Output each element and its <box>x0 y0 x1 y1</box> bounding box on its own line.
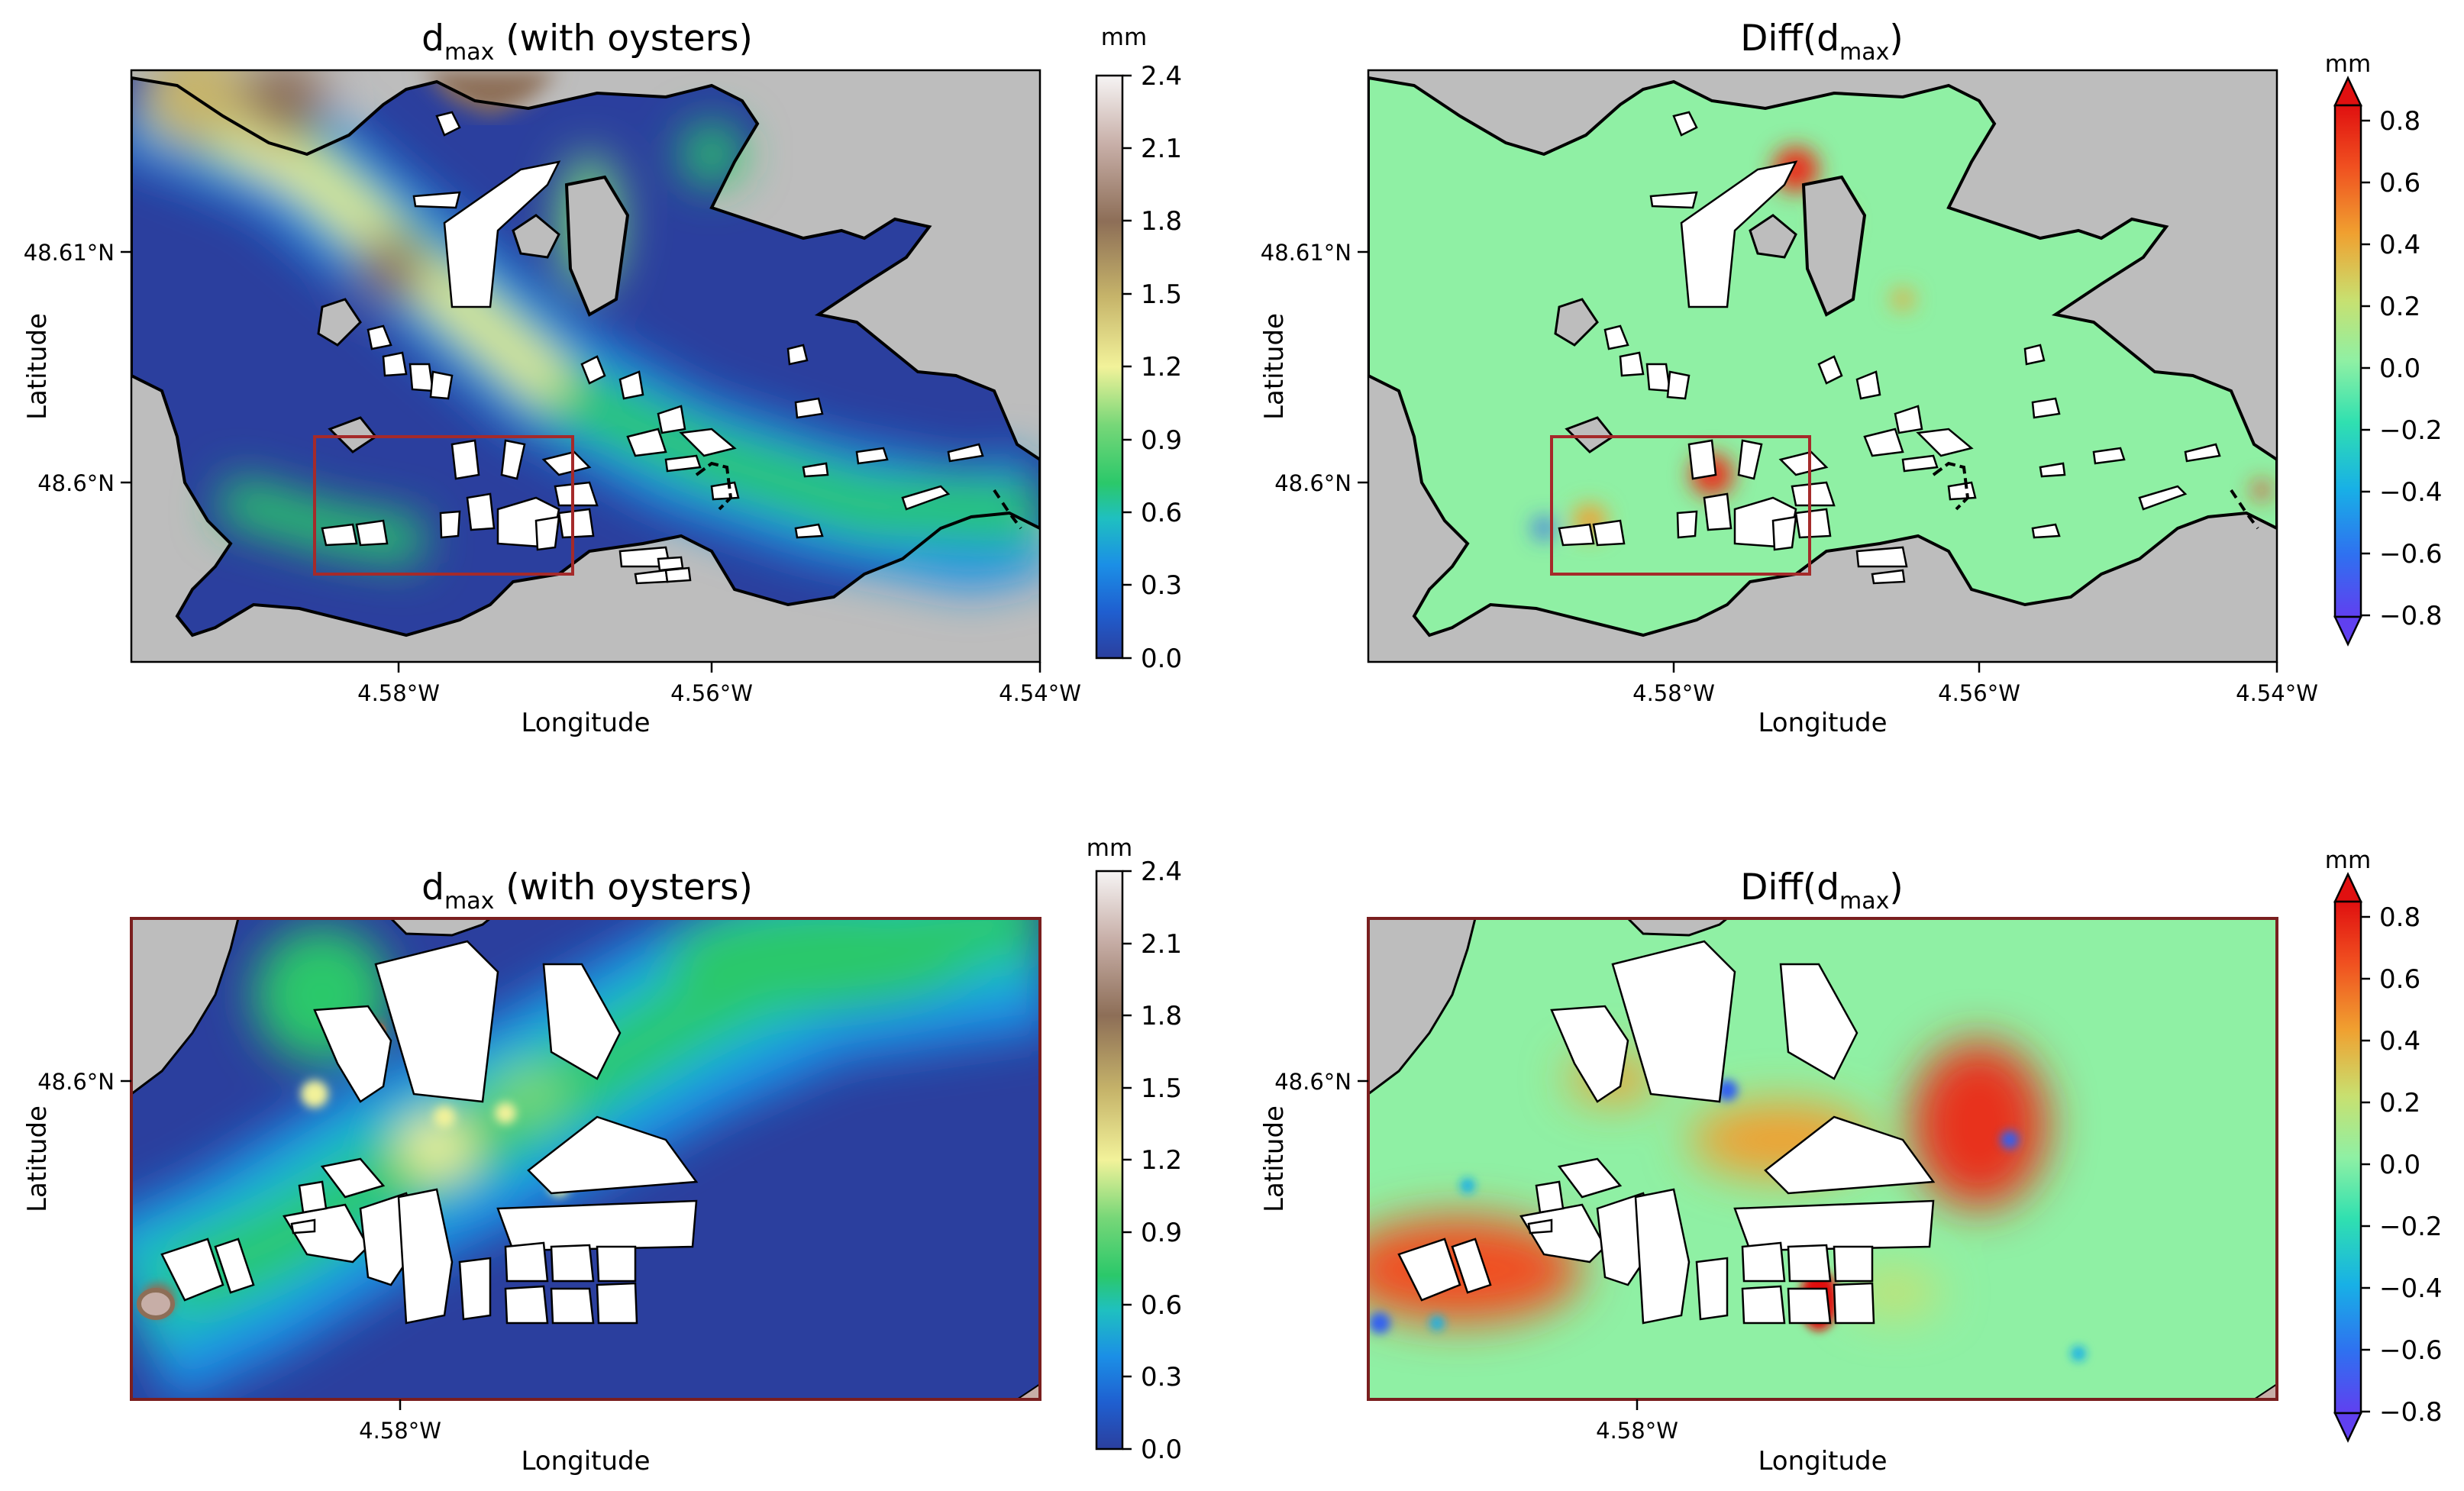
colorbar-tick: 1.2 <box>1141 1145 1182 1176</box>
y-axis-label: Latitude <box>1259 313 1290 420</box>
colorbar-tick: 0.3 <box>1141 570 1182 601</box>
map-area: 4.58°W 4.56°W 4.54°W 48.61°N 48.6°N Long… <box>1259 69 2318 738</box>
colorbar-tick: −0.2 <box>2379 1212 2443 1242</box>
zoom-box <box>1550 435 1811 576</box>
colorbar-tick: −0.8 <box>2379 1397 2443 1428</box>
map-area: 4.58°W 4.56°W 4.54°W 48.61°N 48.6°N Long… <box>22 69 1081 738</box>
y-tick-label: 48.6°N <box>37 1069 115 1095</box>
colorbar-tick: 0.2 <box>2379 1088 2420 1118</box>
colorbar-tick: 0.4 <box>2379 1026 2420 1057</box>
colorbar-tick: 1.2 <box>1141 352 1182 382</box>
y-tick-label: 48.61°N <box>1261 240 1351 266</box>
map-area: 4.58°W 48.6°N Longitude Latitude <box>1259 917 2278 1476</box>
colorbar-tick: 0.0 <box>1141 644 1182 674</box>
colorbar-tick: 1.5 <box>1141 279 1182 310</box>
colorbar: mm 0.8 0.6 0.4 0.2 0.0 −0.2 −0.4 −0.6 −0… <box>2325 847 2443 1443</box>
x-tick-label: 4.56°W <box>670 680 753 706</box>
y-tick-label: 48.61°N <box>24 240 115 266</box>
colorbar: mm 2.4 2.1 1.8 1.5 1.2 0.9 0.6 0.3 0.0 <box>1087 834 1182 1465</box>
y-axis-label: Latitude <box>22 313 53 420</box>
x-axis-label: Longitude <box>521 1446 650 1476</box>
colorbar-tick: 0.3 <box>1141 1362 1182 1393</box>
colorbar-tick: 2.1 <box>1141 134 1182 164</box>
colorbar-tick: 1.8 <box>1141 206 1182 237</box>
colorbar-tick: 0.9 <box>1141 425 1182 456</box>
colorbar-tick: 0.0 <box>2379 1150 2420 1180</box>
colorbar-tick: 0.6 <box>2379 168 2420 198</box>
colorbar-tick: 2.1 <box>1141 929 1182 960</box>
colorbar-tick: 1.8 <box>1141 1001 1182 1031</box>
colorbar-tick: 0.6 <box>1141 498 1182 528</box>
colorbar-tick: 0.9 <box>1141 1218 1182 1248</box>
map-frame <box>1367 69 2278 663</box>
panel-title: dmax (with oysters) <box>421 867 753 915</box>
colorbar-tick: −0.4 <box>2379 1273 2443 1304</box>
colorbar-tick: 2.4 <box>1141 857 1182 887</box>
colorbar-tick: −0.4 <box>2379 477 2443 508</box>
zoom-box <box>313 435 574 576</box>
panel-bottom-right: Diff(dmax) <box>1259 847 2443 1476</box>
x-tick-label: 4.56°W <box>1938 680 2020 706</box>
map-frame <box>1367 917 2278 1401</box>
x-tick-label: 4.58°W <box>357 680 440 706</box>
panel-title: Diff(dmax) <box>1740 867 1904 915</box>
colorbar-unit: mm <box>1101 24 1147 51</box>
y-tick-label: 48.6°N <box>37 470 115 496</box>
x-tick-label: 4.54°W <box>2236 680 2318 706</box>
oyster-farms <box>1558 111 2221 585</box>
colorbar-unit: mm <box>2325 847 2371 874</box>
colorbar-unit: mm <box>1087 834 1132 862</box>
panel-bottom-left: dmax (with oysters) <box>22 834 1182 1476</box>
colorbar-tick: 0.6 <box>2379 964 2420 995</box>
x-axis-label: Longitude <box>521 708 650 738</box>
colorbar: mm 2.4 2.1 1.8 1.5 1.2 0.9 0.6 0.3 0.0 <box>1095 24 1182 674</box>
colorbar-unit: mm <box>2325 50 2371 78</box>
colorbar-tick: 2.4 <box>1141 61 1182 92</box>
colorbar-tick: −0.6 <box>2379 539 2443 570</box>
colorbar-tick: 0.2 <box>2379 292 2420 322</box>
map-frame <box>130 917 1041 1401</box>
oyster-farms <box>1397 940 1936 1325</box>
colorbar: mm 0.8 0.6 0.4 0.2 0.0 −0.2 −0.4 −0.6 −0… <box>2325 50 2443 647</box>
oyster-farms <box>160 940 699 1325</box>
colorbar-tick: 0.0 <box>2379 353 2420 384</box>
colorbar-tick: −0.8 <box>2379 601 2443 631</box>
x-axis-label: Longitude <box>1758 708 1887 738</box>
panel-title: dmax (with oysters) <box>421 18 753 66</box>
y-tick-label: 48.6°N <box>1274 470 1351 496</box>
colorbar-tick: 0.6 <box>1141 1290 1182 1321</box>
x-axis-label: Longitude <box>1758 1446 1887 1476</box>
x-tick-label: 4.58°W <box>1596 1418 1678 1444</box>
oyster-farms <box>367 111 984 539</box>
y-tick-label: 48.6°N <box>1274 1069 1351 1095</box>
colorbar-tick: −0.2 <box>2379 415 2443 446</box>
x-tick-label: 4.58°W <box>359 1418 441 1444</box>
y-axis-label: Latitude <box>1259 1105 1290 1212</box>
colorbar-tick: 0.8 <box>2379 902 2420 933</box>
map-frame <box>130 69 1041 663</box>
panel-top-left: dmax (with oysters) <box>22 18 1182 738</box>
colorbar-tick: −0.6 <box>2379 1335 2443 1366</box>
map-area: 4.58°W 48.6°N Longitude Latitude <box>22 917 1041 1476</box>
colorbar-tick: 0.4 <box>2379 230 2420 260</box>
x-tick-label: 4.54°W <box>999 680 1081 706</box>
colorbar-tick: 1.5 <box>1141 1073 1182 1104</box>
panel-title: Diff(dmax) <box>1740 18 1904 66</box>
x-tick-label: 4.58°W <box>1632 680 1715 706</box>
y-axis-label: Latitude <box>22 1105 53 1212</box>
colorbar-tick: 0.0 <box>1141 1435 1182 1465</box>
colorbar-tick: 0.8 <box>2379 106 2420 137</box>
panel-top-right: Diff(dmax) <box>1259 18 2443 738</box>
